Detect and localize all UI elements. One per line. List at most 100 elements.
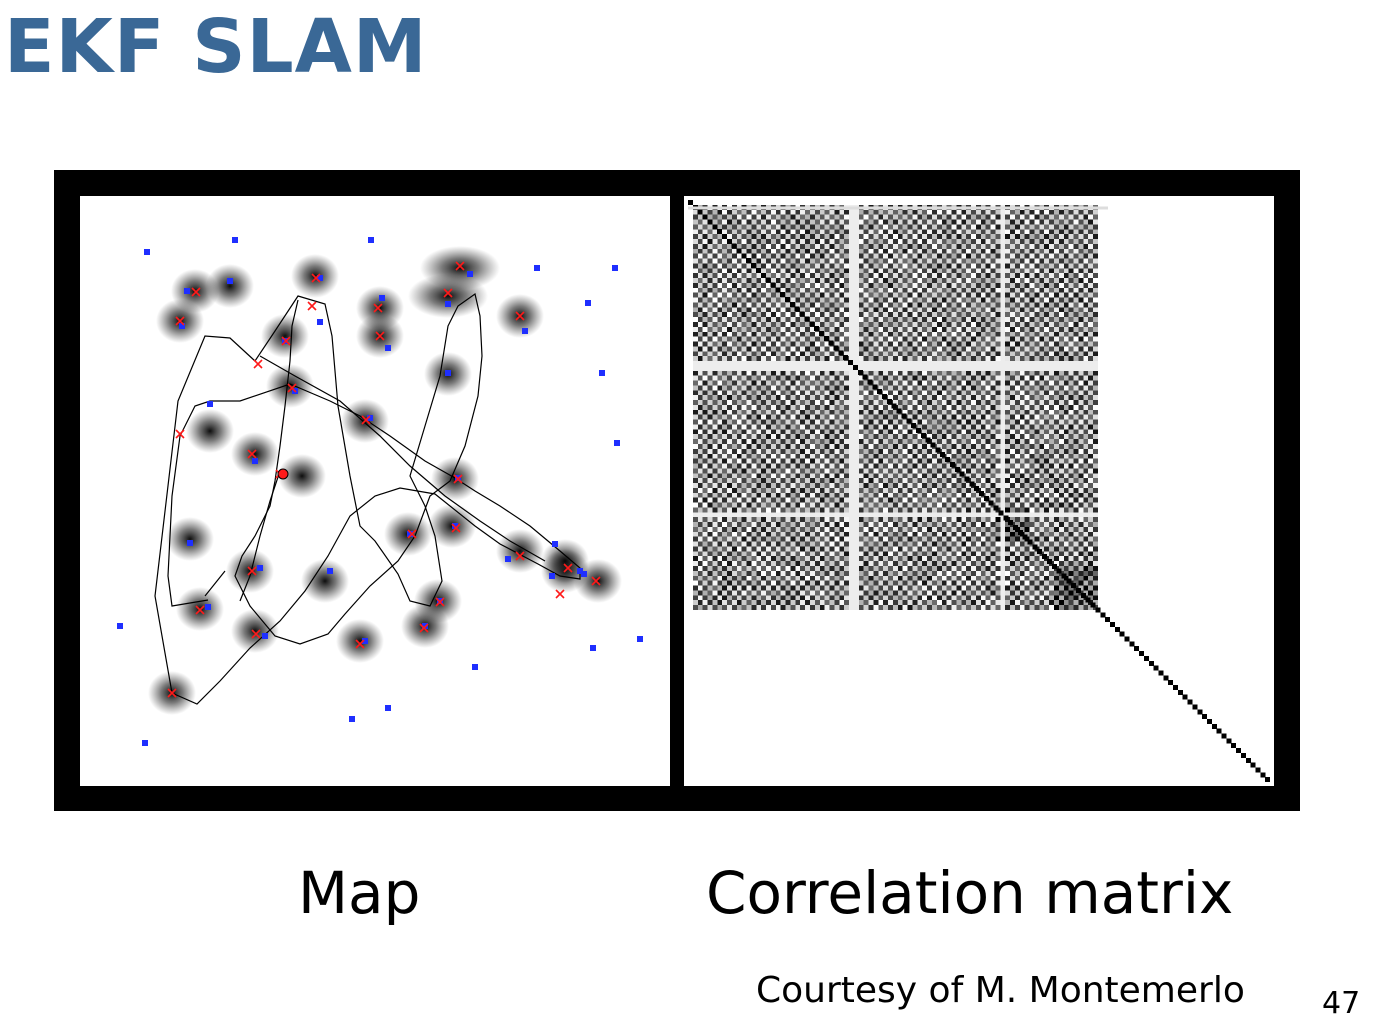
matrix-cell — [805, 419, 811, 425]
matrix-cell — [883, 312, 889, 318]
matrix-cell — [692, 468, 699, 474]
uncertainty-ellipse — [336, 619, 384, 663]
matrix-cell — [1010, 341, 1016, 347]
matrix-cell — [814, 463, 821, 469]
matrix-cell — [785, 253, 791, 259]
matrix-cell — [712, 326, 718, 333]
matrix-cell — [834, 278, 840, 284]
matrix-cell — [892, 473, 899, 479]
matrix-cell — [692, 224, 699, 230]
matrix-cell — [1058, 453, 1065, 459]
matrix-cell — [1088, 414, 1094, 420]
matrix-cell — [712, 483, 718, 489]
matrix-cell — [756, 214, 762, 220]
matrix-cell — [912, 478, 918, 484]
matrix-cell — [1024, 448, 1030, 455]
matrix-cell — [819, 400, 825, 406]
matrix-cell — [883, 400, 889, 406]
matrix-cell — [868, 439, 874, 445]
matrix-cell — [1014, 478, 1021, 484]
matrix-cell — [814, 273, 821, 279]
matrix-cell — [966, 322, 972, 328]
matrix-cell — [1019, 341, 1026, 347]
matrix-cell — [932, 483, 938, 489]
matrix-cell — [1039, 268, 1045, 274]
matrix-cell — [1019, 429, 1026, 435]
matrix-cell — [1039, 473, 1045, 479]
matrix-cell — [770, 243, 777, 250]
matrix-cell — [1068, 409, 1074, 416]
matrix-cell — [829, 468, 835, 474]
matrix-cell — [717, 317, 723, 323]
matrix-cell — [800, 395, 806, 401]
matrix-cell — [1093, 341, 1099, 347]
matrix-cell — [800, 439, 806, 445]
matrix-cell — [922, 253, 928, 259]
matrix-cell — [922, 287, 928, 294]
matrix-cell — [883, 273, 889, 279]
matrix-cell — [1093, 419, 1099, 425]
matrix-cell — [863, 307, 869, 313]
matrix-cell — [946, 400, 952, 406]
matrix-cell — [980, 248, 986, 254]
matrix-cell — [1058, 331, 1065, 337]
matrix-cell — [717, 468, 723, 474]
matrix-cell — [741, 414, 747, 420]
matrix-cell — [834, 380, 840, 386]
matrix-cell — [1019, 312, 1026, 318]
matrix-cell — [1078, 214, 1084, 220]
matrix-cell — [946, 214, 952, 220]
matrix-cell — [995, 351, 1001, 357]
matrix-cell — [941, 282, 947, 289]
matrix-cell — [839, 419, 845, 425]
matrix-cell — [814, 409, 821, 416]
matrix-cell — [731, 365, 738, 372]
matrix-cell — [727, 307, 733, 313]
matrix-cell — [1024, 322, 1030, 328]
matrix-cell — [1088, 395, 1094, 401]
matrix-cell — [741, 278, 747, 284]
matrix-cell — [712, 312, 718, 318]
matrix-cell — [731, 380, 738, 386]
matrix-cell — [951, 253, 957, 259]
matrix-cell — [941, 278, 947, 284]
matrix-cell — [883, 243, 889, 250]
matrix-cell — [746, 282, 752, 289]
matrix-cell — [883, 229, 889, 235]
matrix-cell — [902, 322, 908, 328]
matrix-cell — [829, 361, 835, 367]
matrix-cell — [736, 219, 742, 225]
matrix-cell — [897, 268, 904, 274]
matrix-cell — [946, 385, 952, 391]
matrix-cell — [868, 278, 874, 284]
matrix-cell — [961, 444, 967, 450]
matrix-cell — [785, 483, 791, 489]
matrix-cell — [1093, 326, 1099, 333]
matrix-cell — [946, 419, 952, 425]
matrix-cell — [892, 487, 899, 494]
matrix-cell — [756, 390, 762, 396]
matrix-cell — [780, 322, 786, 328]
matrix-cell — [971, 458, 977, 464]
matrix-cell — [912, 429, 918, 435]
matrix-cell — [1093, 307, 1099, 313]
matrix-cell — [946, 487, 952, 494]
matrix-cell — [888, 395, 894, 401]
matrix-cell — [805, 297, 811, 303]
matrix-cell — [1014, 439, 1021, 445]
matrix-cell — [770, 404, 777, 411]
matrix-cell — [1083, 239, 1089, 245]
matrix-cell — [756, 419, 762, 425]
matrix-cell — [766, 448, 772, 455]
matrix-cell — [868, 375, 874, 381]
matrix-cell — [1073, 326, 1079, 333]
matrix-cell — [853, 258, 860, 264]
matrix-cell — [790, 439, 796, 445]
matrix-cell — [1024, 414, 1030, 420]
matrix-cell — [936, 356, 943, 362]
matrix-cell — [1049, 239, 1055, 245]
matrix-cell — [727, 400, 733, 406]
matrix-cell — [853, 424, 860, 430]
matrix-cell — [741, 243, 747, 250]
matrix-cell — [863, 458, 869, 464]
